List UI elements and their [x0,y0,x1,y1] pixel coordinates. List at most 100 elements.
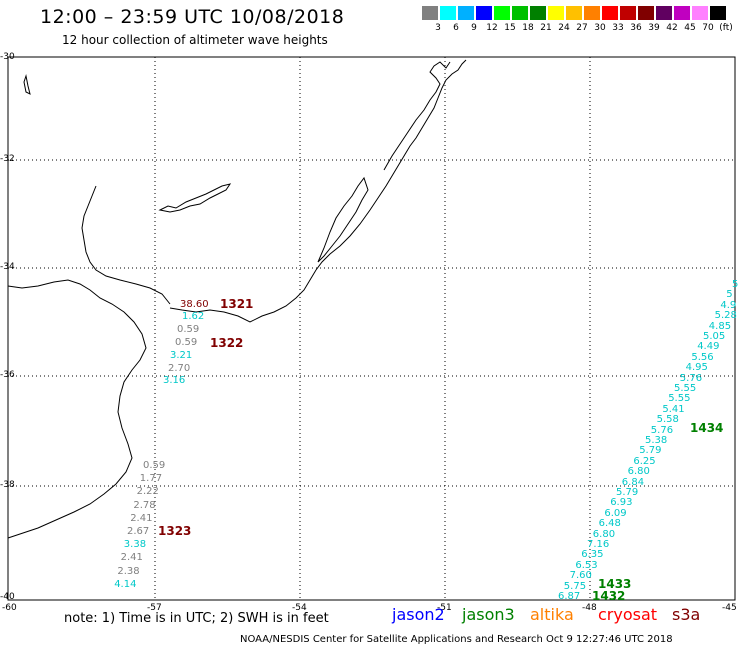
wave-height-value: 2.41 [120,552,143,564]
wave-height-value: 3.16 [163,375,186,386]
wave-height-value: 7.16 [587,539,610,550]
wave-height-value: 4.14 [114,578,137,590]
wave-height-value: 6.25 [633,455,656,467]
scale-swatch [638,6,654,20]
wave-height-value: 4.49 [697,341,720,353]
scale-label: 21 [540,23,552,33]
wave-height-value: 5.55 [668,393,691,405]
scale-swatch [710,6,726,20]
wave-height-value: 6.35 [581,549,604,561]
sat-s3a: s3a [672,605,701,624]
scale-swatch [674,6,690,20]
wave-height-value: 6.80 [627,466,650,478]
wave-height-value: 0.59 [177,324,200,335]
wave-height-value: 0.59 [175,337,198,348]
wave-height-value: 5.76 [650,424,674,436]
wave-height-value: 5.76 [679,372,703,384]
wave-height-value: 5.56 [691,351,714,363]
wave-height-value: 6.93 [610,497,633,509]
wave-height-value: 5.41 [662,403,685,415]
wave-height-value: 6.84 [621,476,645,488]
scale-swatch [440,6,456,20]
scale-swatch [566,6,582,20]
lon-label-57: -57 [147,603,162,613]
scale-label: 24 [558,23,570,33]
sat-jason2: jason2 [392,605,445,624]
scale-swatch [548,6,564,20]
scale-label: 70 [702,23,714,33]
scale-swatch [494,6,510,20]
pass-label: 1433 [598,577,632,591]
lat-label-30: -30 [0,52,15,62]
map-subtitle: 12 hour collection of altimeter wave hei… [62,33,328,47]
lat-label-32: -32 [0,154,15,164]
scale-swatch [620,6,636,20]
wave-height-value: 5 [726,289,733,301]
wave-height-value: 1.62 [182,311,205,322]
scale-label: 36 [630,23,642,33]
scale-label: 27 [576,23,588,33]
footer-note: note: 1) Time is in UTC; 2) SWH is in fe… [64,611,329,626]
map-frame [7,56,736,601]
scale-swatch [476,6,492,20]
lon-label-54: -54 [292,603,307,613]
wave-height-value: 5.38 [645,435,668,446]
sat-cryosat: cryosat [598,605,658,624]
wave-height-value: 5.58 [656,414,679,426]
wave-height-value: 6.48 [598,518,621,530]
wave-height-value: 1.77 [139,473,163,485]
scale-swatch [458,6,474,20]
scale-label: 42 [666,23,678,33]
wave-height-value: 4.9 [720,299,737,311]
lat-label-38: -38 [0,480,15,490]
pass-label: 1321 [220,297,254,311]
wave-height-value: 2.38 [117,565,140,577]
wave-height-value: 4.95 [685,362,708,374]
scale-label: 45 [684,23,696,33]
scale-label: 18 [522,23,534,33]
sat-altika: altika [530,605,574,624]
wave-height-value: 6.80 [592,528,616,540]
pass-label: 1322 [210,336,244,350]
scale-swatch [656,6,672,20]
sat-jason3: jason3 [462,605,515,624]
wave-height-value: 5 [732,279,739,290]
wave-height-value: 2.22 [136,486,159,498]
pass-label: 1323 [158,524,192,538]
lat-label-40: -40 [0,592,15,602]
wave-height-value: 5.28 [714,310,737,322]
scale-swatch [512,6,528,20]
scale-swatch [584,6,600,20]
map-title: 12:00 – 23:59 UTC 10/08/2018 [40,6,345,28]
scale-label: 30 [594,23,606,33]
scale-label: 6 [453,23,459,33]
scale-label: 15 [504,23,516,33]
wave-height-value: 4.85 [708,320,732,332]
scale-swatch [530,6,546,20]
lon-label-48: -48 [582,603,597,613]
wave-height-value: 3.21 [170,350,193,361]
pass-label: 1434 [690,421,724,435]
credit-line: NOAA/NESDIS Center for Satellite Applica… [240,634,673,645]
scale-label: 9 [471,23,477,33]
scale-label: (ft) [719,23,733,33]
scale-swatch [422,6,438,20]
scale-label: 12 [486,23,498,33]
wave-height-value: 2.78 [133,499,156,511]
wave-height-value: 7.60 [569,570,592,582]
wave-height-value: 5.05 [703,331,726,342]
lat-label-36: -36 [0,370,15,380]
scale-label: 33 [612,23,624,33]
scale-swatch [602,6,618,20]
wave-height-value: 38.60 [180,299,209,310]
lat-lon-grid [8,57,735,600]
wave-height-value: 2.41 [130,512,153,524]
wave-height-value: 5.79 [639,445,662,457]
scale-swatch [692,6,708,20]
wave-height-value: 6.53 [575,559,598,571]
wave-height-value: 0.59 [143,460,166,471]
lat-label-34: -34 [0,262,15,272]
pass-label: 1432 [592,589,626,603]
lon-label-51: -51 [437,603,452,613]
